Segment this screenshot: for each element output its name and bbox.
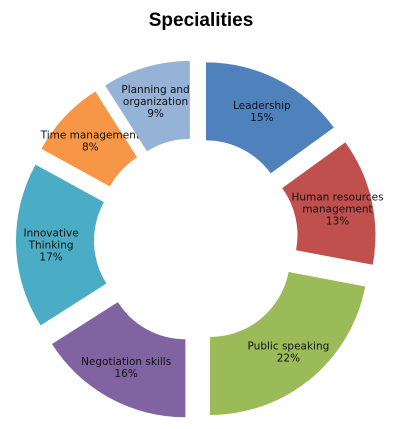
slice-time-management bbox=[41, 91, 138, 187]
data-label-public-speaking: Public speaking 22% bbox=[248, 341, 330, 365]
slice-human-resources-management bbox=[282, 142, 376, 265]
data-label-leadership: Leadership 15% bbox=[233, 100, 291, 124]
slice-planning-and-organization bbox=[105, 60, 190, 152]
data-label-human-resources-management: Human resources management 13% bbox=[291, 191, 383, 227]
slice-public-speaking bbox=[210, 271, 366, 415]
slice-leadership bbox=[205, 62, 334, 174]
chart-title: Specialities bbox=[148, 10, 254, 31]
data-label-negotiation-skills: Negotiation skills 16% bbox=[81, 356, 171, 380]
data-label-planning-and-organization: Planning and organization 9% bbox=[121, 84, 189, 120]
slice-innovative-thinking bbox=[16, 164, 107, 326]
slice-negotiation-skills bbox=[51, 302, 186, 418]
data-label-innovative-thinking: Innovative Thinking 17% bbox=[23, 228, 78, 264]
data-label-time-management: Time management 8% bbox=[40, 130, 140, 154]
